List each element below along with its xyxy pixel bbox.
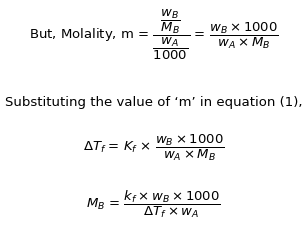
Text: $\Delta T_f$ = $K_f$ × $\dfrac{w_B \times 1000}{w_A \times M_B}$: $\Delta T_f$ = $K_f$ × $\dfrac{w_B \time… xyxy=(83,132,224,163)
Text: $M_B$ = $\dfrac{k_f \times w_B \times 1000}{\Delta T_f \times w_A}$: $M_B$ = $\dfrac{k_f \times w_B \times 10… xyxy=(86,189,221,220)
Text: Substituting the value of ‘m’ in equation (1),: Substituting the value of ‘m’ in equatio… xyxy=(5,96,302,109)
Text: But, Molality, m = $\dfrac{\dfrac{w_B}{M_B}}{\dfrac{w_A}{1000}}$ = $\dfrac{w_B \: But, Molality, m = $\dfrac{\dfrac{w_B}{M… xyxy=(29,8,278,62)
